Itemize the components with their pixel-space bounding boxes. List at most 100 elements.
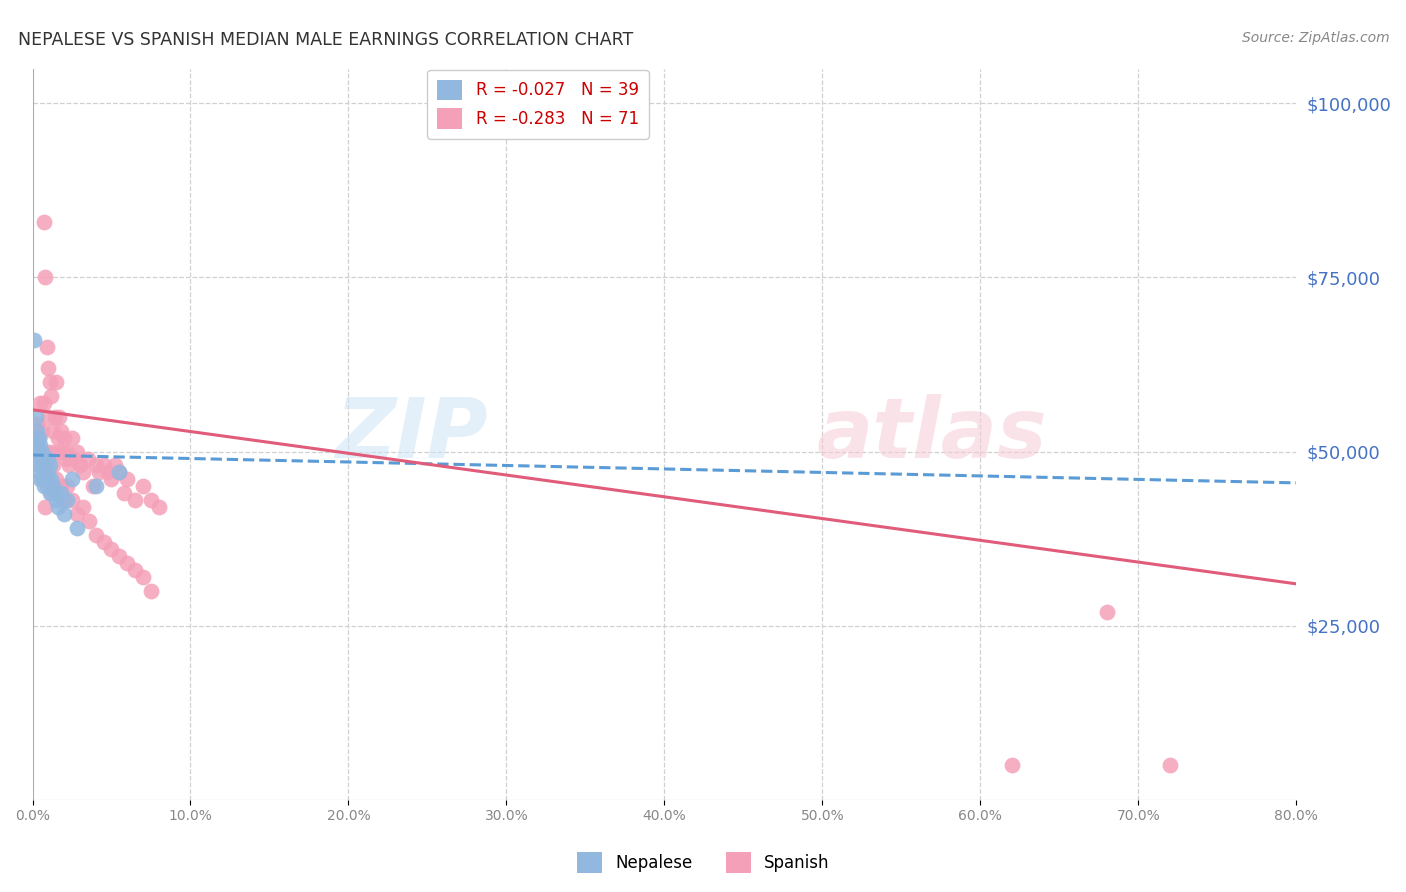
Point xyxy=(34,500,56,515)
Point xyxy=(32,466,55,480)
Point xyxy=(60,472,83,486)
Point xyxy=(25,451,48,466)
Point xyxy=(32,396,55,410)
Point xyxy=(97,466,120,480)
Point xyxy=(112,486,135,500)
Point xyxy=(82,479,104,493)
Point xyxy=(55,451,77,466)
Point xyxy=(37,361,59,376)
Point xyxy=(30,437,52,451)
Point xyxy=(31,472,53,486)
Point xyxy=(38,486,60,500)
Point xyxy=(24,409,46,424)
Point xyxy=(30,466,52,480)
Point xyxy=(35,479,58,493)
Point xyxy=(38,458,60,473)
Point xyxy=(60,493,83,508)
Point xyxy=(38,444,60,458)
Point xyxy=(69,458,91,473)
Point xyxy=(79,514,101,528)
Point xyxy=(58,458,80,473)
Point xyxy=(53,507,76,521)
Point xyxy=(1001,758,1024,772)
Point xyxy=(41,486,63,500)
Point xyxy=(46,431,69,445)
Point xyxy=(66,507,89,521)
Point xyxy=(117,472,139,486)
Point xyxy=(72,500,94,515)
Point xyxy=(25,424,48,438)
Legend: R = -0.027   N = 39, R = -0.283   N = 71: R = -0.027 N = 39, R = -0.283 N = 71 xyxy=(427,70,648,138)
Point xyxy=(46,500,69,515)
Point xyxy=(1095,605,1118,619)
Point xyxy=(28,431,51,445)
Point xyxy=(84,479,107,493)
Point xyxy=(30,396,52,410)
Point xyxy=(124,493,146,508)
Point xyxy=(49,424,72,438)
Point xyxy=(104,458,127,473)
Point xyxy=(32,215,55,229)
Point xyxy=(37,472,59,486)
Point xyxy=(28,431,51,445)
Point xyxy=(45,375,67,389)
Point xyxy=(35,340,58,354)
Point xyxy=(32,479,55,493)
Point xyxy=(28,444,51,458)
Point xyxy=(37,466,59,480)
Point xyxy=(42,424,65,438)
Text: ZIP: ZIP xyxy=(335,393,488,475)
Legend: Nepalese, Spanish: Nepalese, Spanish xyxy=(569,846,837,880)
Point xyxy=(30,472,52,486)
Point xyxy=(124,563,146,577)
Point xyxy=(41,472,63,486)
Point xyxy=(56,493,79,508)
Point xyxy=(37,451,59,466)
Point xyxy=(100,472,122,486)
Point xyxy=(56,479,79,493)
Point xyxy=(139,583,162,598)
Text: atlas: atlas xyxy=(815,393,1046,475)
Point xyxy=(44,486,66,500)
Point xyxy=(66,521,89,535)
Text: Source: ZipAtlas.com: Source: ZipAtlas.com xyxy=(1241,31,1389,45)
Point xyxy=(35,466,58,480)
Point xyxy=(31,424,53,438)
Point xyxy=(37,409,59,424)
Point xyxy=(31,451,53,466)
Point xyxy=(100,542,122,557)
Point xyxy=(132,479,155,493)
Point xyxy=(49,479,72,493)
Point xyxy=(56,444,79,458)
Point xyxy=(31,458,53,473)
Point xyxy=(32,451,55,466)
Point xyxy=(45,493,67,508)
Point xyxy=(66,444,89,458)
Point xyxy=(48,409,70,424)
Point xyxy=(60,431,83,445)
Point xyxy=(25,417,48,431)
Point xyxy=(30,444,52,458)
Point xyxy=(44,409,66,424)
Point xyxy=(53,493,76,508)
Point xyxy=(93,535,115,549)
Point xyxy=(24,431,46,445)
Point xyxy=(76,451,98,466)
Point xyxy=(139,493,162,508)
Point xyxy=(53,431,76,445)
Point xyxy=(132,570,155,584)
Point xyxy=(84,528,107,542)
Point xyxy=(108,466,131,480)
Point xyxy=(34,458,56,473)
Point xyxy=(22,333,45,347)
Point xyxy=(51,444,73,458)
Point xyxy=(38,375,60,389)
Point xyxy=(84,458,107,473)
Point xyxy=(49,486,72,500)
Point xyxy=(117,556,139,570)
Point xyxy=(72,466,94,480)
Point xyxy=(108,549,131,563)
Point xyxy=(42,458,65,473)
Text: NEPALESE VS SPANISH MEDIAN MALE EARNINGS CORRELATION CHART: NEPALESE VS SPANISH MEDIAN MALE EARNINGS… xyxy=(18,31,634,49)
Point xyxy=(108,466,131,480)
